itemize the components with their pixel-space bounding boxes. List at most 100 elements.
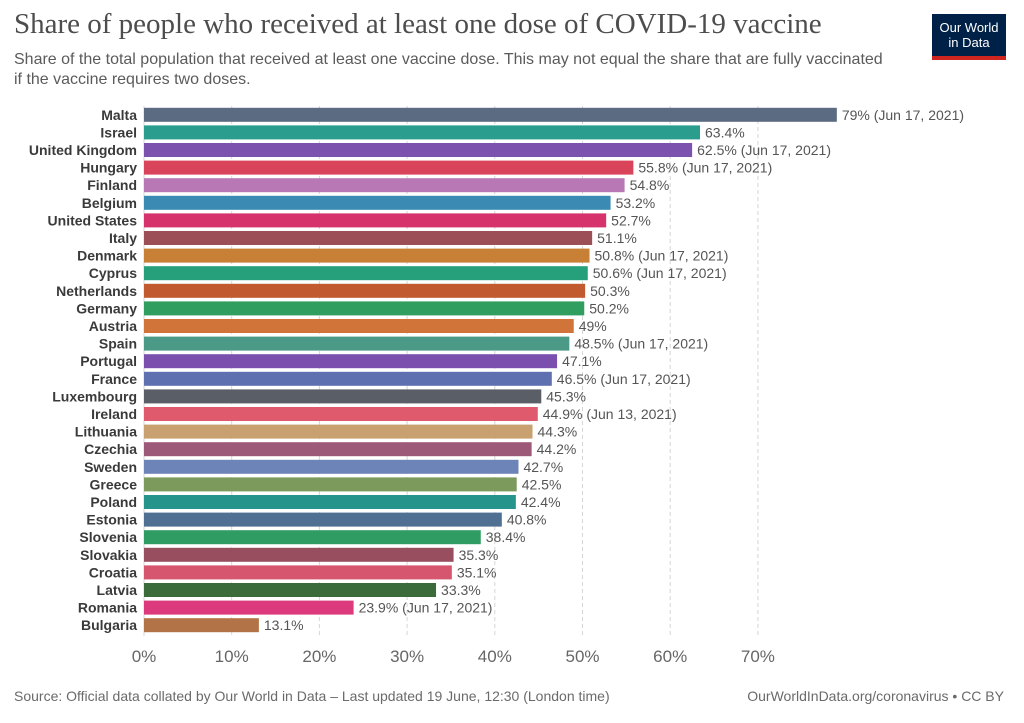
value-label: 35.3% <box>459 547 499 563</box>
bar[interactable] <box>144 354 558 369</box>
value-label: 35.1% <box>457 564 497 580</box>
value-label: 79% (Jun 17, 2021) <box>842 107 964 123</box>
bar[interactable] <box>144 248 590 263</box>
category-label: Croatia <box>89 564 137 580</box>
category-label: France <box>91 371 137 387</box>
chart-title: Share of people who received at least on… <box>14 8 822 40</box>
chart-subtitle: Share of the total population that recei… <box>14 51 883 88</box>
category-label: United States <box>48 212 138 228</box>
value-label: 42.5% <box>522 476 562 492</box>
bar[interactable] <box>144 495 516 509</box>
category-label: Poland <box>90 494 137 510</box>
bar[interactable] <box>144 125 701 140</box>
bar[interactable] <box>144 424 533 439</box>
bar[interactable] <box>144 319 574 333</box>
value-label: 49% <box>579 318 607 334</box>
x-tick-label: 30% <box>390 647 424 666</box>
value-label: 62.5% (Jun 17, 2021) <box>697 142 831 158</box>
category-label: Slovenia <box>79 529 137 545</box>
x-tick-label: 70% <box>741 647 775 666</box>
category-label: Romania <box>78 600 137 616</box>
value-label: 55.8% (Jun 17, 2021) <box>638 160 772 176</box>
logo-line-2: in Data <box>948 35 990 50</box>
category-label: Austria <box>89 318 137 334</box>
bar[interactable] <box>144 530 481 545</box>
credit-link[interactable]: OurWorldInData.org/coronavirus • CC BY <box>747 688 1004 704</box>
bar[interactable] <box>144 547 454 562</box>
value-label: 38.4% <box>486 529 526 545</box>
value-label: 44.2% <box>537 441 577 457</box>
value-label: 23.9% (Jun 17, 2021) <box>359 600 493 616</box>
x-tick-label: 0% <box>132 647 157 666</box>
bar[interactable] <box>144 618 259 633</box>
x-tick-label: 20% <box>302 647 336 666</box>
value-label: 42.7% <box>523 459 563 475</box>
value-label: 51.1% <box>597 230 637 246</box>
value-label: 45.3% <box>546 388 586 404</box>
category-label: Germany <box>76 300 137 316</box>
category-label: Italy <box>109 230 137 246</box>
category-label: Greece <box>90 476 138 492</box>
value-label: 50.3% <box>590 283 630 299</box>
bar[interactable] <box>144 231 593 245</box>
value-label: 50.6% (Jun 17, 2021) <box>593 265 727 281</box>
value-label: 53.2% <box>616 195 656 211</box>
bar[interactable] <box>144 459 519 474</box>
value-labels: 79% (Jun 17, 2021) 63.4% 62.5% (Jun 17, 20… <box>264 107 964 633</box>
bar[interactable] <box>144 178 625 193</box>
value-label: 42.4% <box>521 494 561 510</box>
value-label: 46.5% (Jun 17, 2021) <box>557 371 691 387</box>
bar[interactable] <box>144 442 532 457</box>
bar[interactable] <box>144 213 607 228</box>
category-label: Malta <box>101 107 137 123</box>
category-label: Ireland <box>91 406 137 422</box>
bar[interactable] <box>144 301 585 316</box>
category-label: Finland <box>87 177 137 193</box>
bar[interactable] <box>144 143 693 157</box>
category-label: Lithuania <box>75 424 137 440</box>
value-label: 52.7% <box>611 212 651 228</box>
value-label: 44.9% (Jun 13, 2021) <box>543 406 677 422</box>
value-label: 54.8% <box>630 177 670 193</box>
value-label: 33.3% <box>441 582 481 598</box>
bar[interactable] <box>144 389 542 404</box>
bar[interactable] <box>144 195 611 210</box>
value-label: 50.8% (Jun 17, 2021) <box>595 248 729 264</box>
bar[interactable] <box>144 371 552 386</box>
source-note[interactable]: Source: Official data collated by Our Wo… <box>14 688 610 704</box>
bar[interactable] <box>144 600 354 615</box>
value-label: 13.1% <box>264 617 304 633</box>
grid-lines <box>143 106 759 636</box>
value-label: 47.1% <box>562 353 602 369</box>
x-tick-label: 50% <box>565 647 599 666</box>
bar[interactable] <box>144 336 570 351</box>
bar[interactable] <box>144 266 588 281</box>
category-label: Belgium <box>82 195 137 211</box>
bar[interactable] <box>144 583 437 597</box>
category-label: United Kingdom <box>29 142 137 158</box>
bar[interactable] <box>144 565 452 580</box>
bar[interactable] <box>144 160 634 175</box>
owid-logo[interactable]: Our World in Data <box>932 14 1006 60</box>
bar[interactable] <box>144 107 837 122</box>
bar[interactable] <box>144 283 586 298</box>
category-label: Israel <box>100 124 137 140</box>
category-label: Bulgaria <box>81 617 137 633</box>
bars <box>144 107 837 633</box>
category-label: Czechia <box>84 441 137 457</box>
x-tick-label: 10% <box>215 647 249 666</box>
category-label: Denmark <box>77 248 137 264</box>
category-label: Latvia <box>97 582 138 598</box>
category-label: Cyprus <box>89 265 137 281</box>
bar[interactable] <box>144 407 538 421</box>
category-label: Portugal <box>80 353 137 369</box>
category-label: Luxembourg <box>52 388 137 404</box>
category-label: Netherlands <box>56 283 137 299</box>
bar[interactable] <box>144 477 517 492</box>
category-label: Sweden <box>84 459 137 475</box>
value-label: 40.8% <box>507 512 547 528</box>
value-label: 44.3% <box>538 424 578 440</box>
bar[interactable] <box>144 512 502 527</box>
category-label: Hungary <box>80 160 137 176</box>
